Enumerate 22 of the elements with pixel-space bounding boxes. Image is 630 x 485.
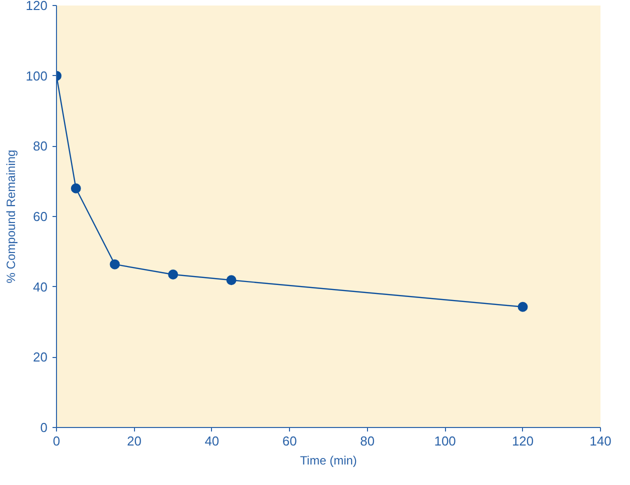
y-tick-label: 120 bbox=[26, 0, 48, 13]
point bbox=[168, 270, 178, 280]
point bbox=[226, 275, 236, 286]
y-axis-title: % Compound Remaining bbox=[4, 150, 18, 284]
x-tick-label: 80 bbox=[360, 434, 375, 448]
point bbox=[70, 183, 81, 194]
x-tick-label: 40 bbox=[204, 434, 220, 448]
y-tick-label: 80 bbox=[33, 138, 48, 154]
x-tick-label: 0 bbox=[52, 434, 60, 448]
x-axis-title: Time (min) bbox=[300, 454, 357, 468]
x-tick-label: 20 bbox=[126, 434, 142, 448]
y-tick-label: 60 bbox=[33, 209, 48, 224]
point bbox=[518, 302, 528, 312]
point bbox=[110, 259, 120, 270]
x-tick-label: 60 bbox=[282, 434, 297, 448]
y-tick-label: 40 bbox=[33, 279, 48, 294]
y-tick-label: 100 bbox=[26, 68, 48, 84]
y-tick-label: 20 bbox=[33, 350, 48, 365]
y-tick-label: 0 bbox=[40, 420, 48, 435]
x-tick-label: 100 bbox=[434, 434, 456, 448]
x-tick-label: 120 bbox=[512, 434, 534, 448]
x-tick-label: 140 bbox=[590, 434, 612, 448]
